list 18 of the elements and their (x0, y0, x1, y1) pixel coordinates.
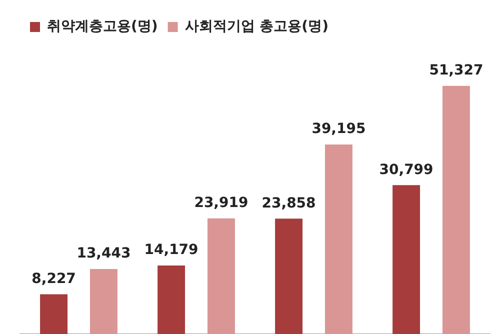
bar (442, 86, 470, 334)
legend-label: 사회적기업 총고용(명) (184, 18, 328, 35)
data-label: 13,443 (76, 246, 131, 262)
data-label: 8,227 (32, 270, 76, 287)
bar (392, 185, 420, 334)
data-label: 14,179 (144, 242, 198, 258)
data-label: 23,919 (194, 195, 248, 212)
data-label: 39,195 (312, 121, 366, 138)
bar (40, 294, 68, 334)
data-label: 30,799 (379, 162, 434, 178)
bar (158, 265, 186, 334)
legend-label: 취약계층고용(명) (47, 18, 158, 35)
bar (90, 269, 118, 334)
bar (275, 218, 303, 334)
data-label: 51,327 (429, 62, 484, 79)
data-label: 23,858 (262, 195, 316, 212)
bar (324, 144, 352, 334)
bar (207, 218, 235, 334)
